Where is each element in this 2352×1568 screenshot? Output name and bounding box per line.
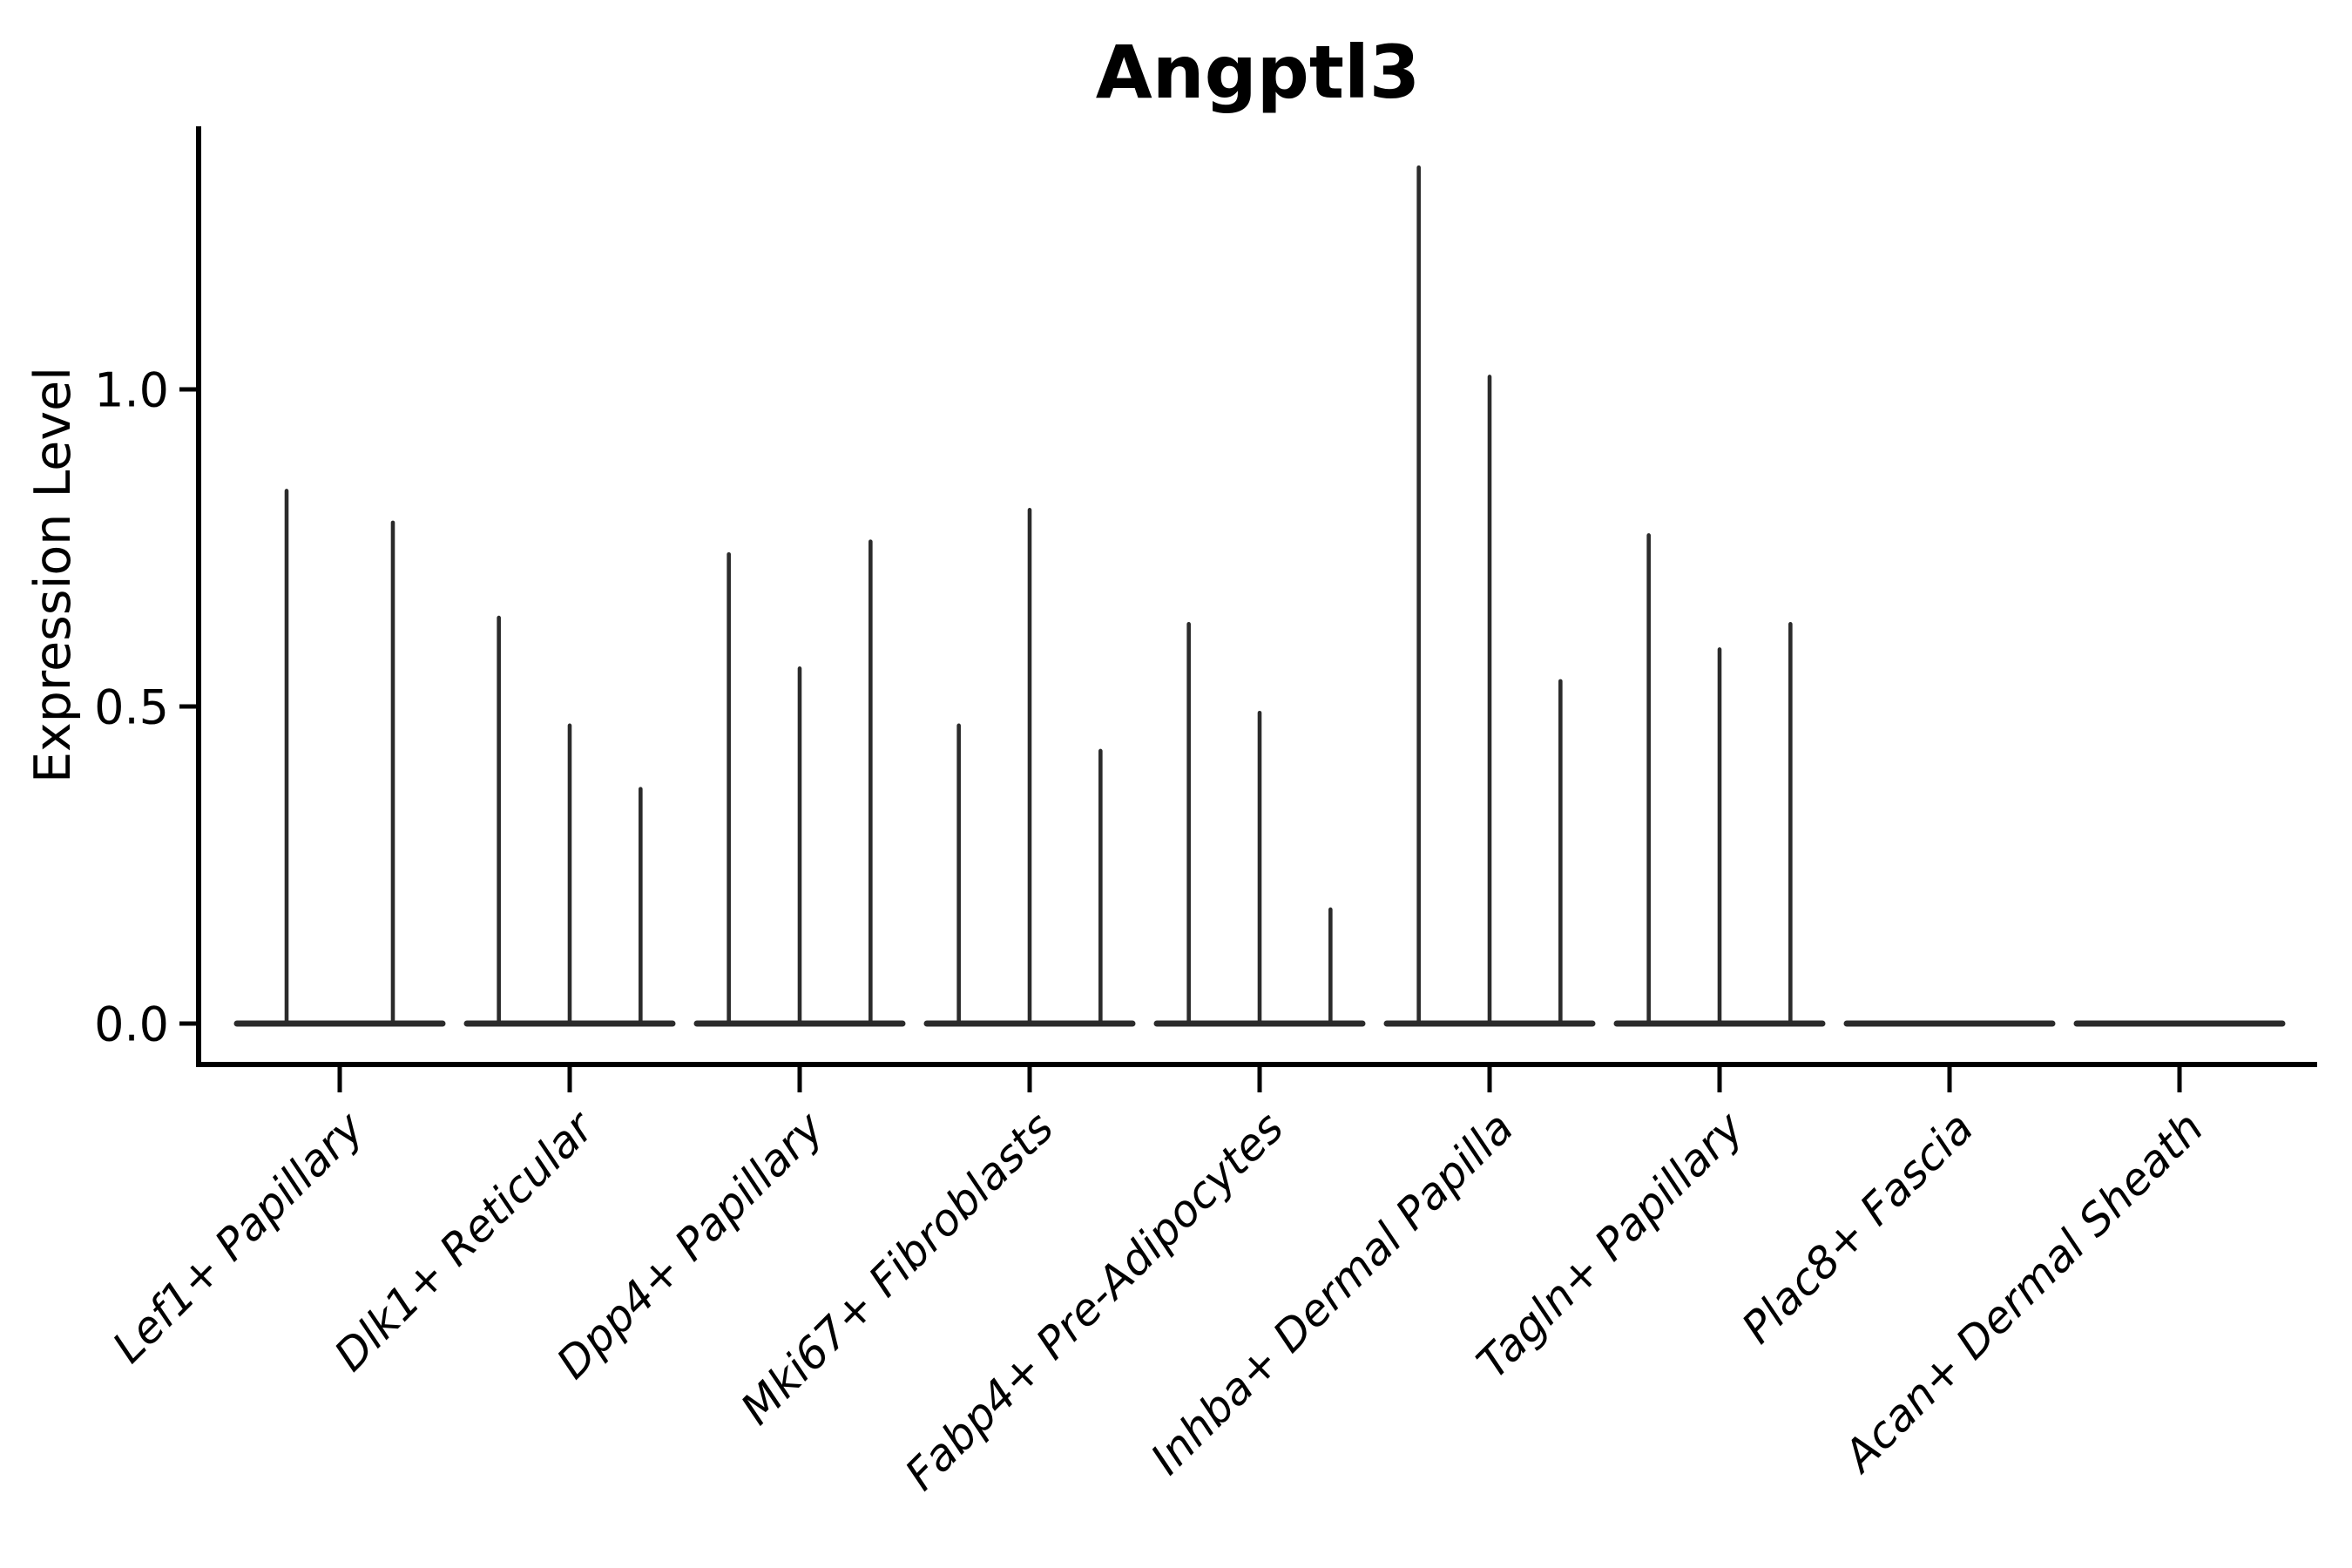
x-tick-label: Lef1+ Papillary: [103, 1101, 374, 1372]
y-tick-label: 0.5: [94, 679, 169, 734]
x-tick-label: Fabp4+ Pre-Adipocytes: [896, 1102, 1294, 1500]
violin-series: [233, 165, 2286, 1027]
axis-spines: [196, 126, 2317, 1067]
y-tick-label: 1.0: [94, 362, 169, 417]
chart-title: Angptl3: [1096, 30, 1420, 115]
y-axis-ticks: 0.0 0.5 1.0: [94, 362, 199, 1051]
x-tick-label: Plac8+ Fascia: [1733, 1102, 1984, 1353]
y-tick-label: 0.0: [94, 997, 169, 1051]
x-tick-label: Inhba+ Dermal Papilla: [1141, 1102, 1523, 1484]
y-axis-label: Expression Level: [24, 367, 82, 783]
